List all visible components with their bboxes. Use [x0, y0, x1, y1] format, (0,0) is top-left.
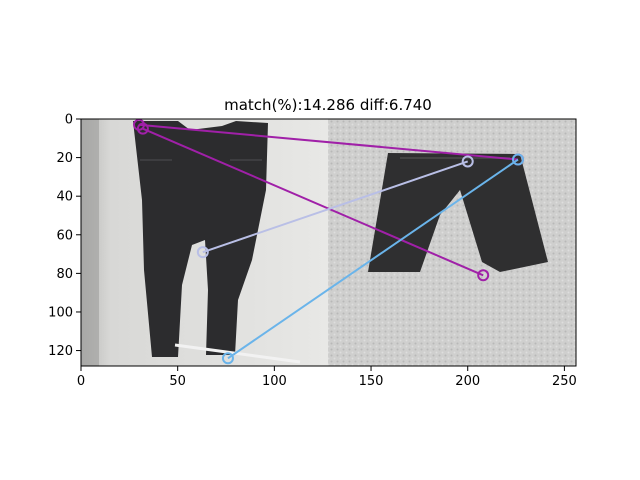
match-line [138, 123, 519, 161]
chart-title: match(%):14.286 diff:6.740 [224, 96, 432, 114]
match-4 [221, 153, 524, 365]
x-tick-label: 150 [359, 374, 384, 389]
plot-area [81, 119, 576, 366]
x-tick-label: 0 [77, 374, 85, 389]
x-axis: 0 50 100 150 200 250 [77, 366, 577, 389]
match-2 [136, 122, 490, 282]
x-tick-label: 250 [552, 374, 577, 389]
match-3 [196, 155, 474, 259]
y-tick-label: 20 [56, 151, 73, 166]
keypoint-left [196, 246, 209, 259]
match-line [142, 127, 484, 277]
y-tick-label: 0 [65, 113, 73, 128]
right-image-shorts [328, 119, 576, 366]
x-tick-label: 200 [455, 374, 480, 389]
x-tick-label: 100 [262, 374, 287, 389]
y-tick-label: 80 [56, 267, 73, 282]
match-line [227, 158, 519, 360]
y-tick-label: 120 [48, 344, 73, 359]
keypoint-right [511, 153, 524, 166]
y-tick-label: 100 [48, 305, 73, 320]
keypoint-left [221, 352, 234, 365]
keypoint-left [136, 122, 149, 135]
y-tick-label: 40 [56, 190, 73, 205]
keypoint-right [477, 269, 490, 282]
keypoint-left [133, 119, 146, 131]
y-axis: 0 20 40 60 80 100 120 [48, 113, 81, 359]
match-lines [133, 119, 524, 365]
x-tick-label: 50 [169, 374, 186, 389]
left-image-jeans [81, 119, 328, 366]
plot-frame [80, 118, 577, 367]
keypoint-right [461, 155, 474, 168]
y-tick-label: 60 [56, 228, 73, 243]
match-line [202, 160, 469, 254]
